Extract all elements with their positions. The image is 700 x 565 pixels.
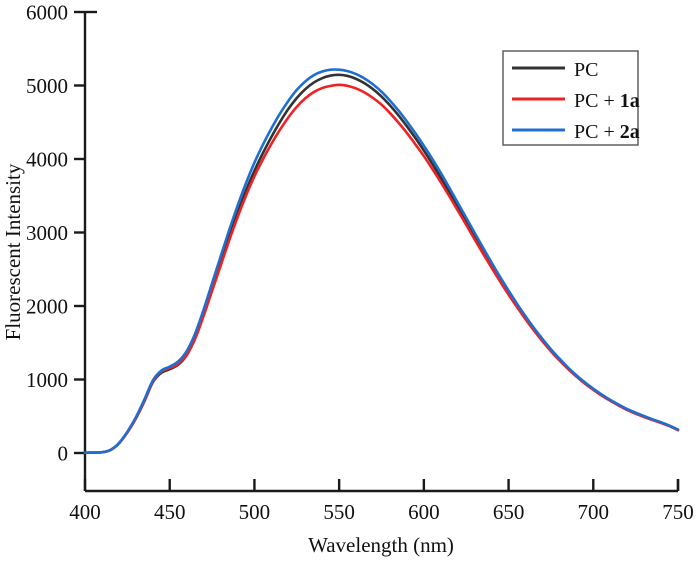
x-tick-label: 750 <box>662 500 694 524</box>
x-axis-title: Wavelength (nm) <box>308 533 454 557</box>
y-tick-label: 0 <box>58 442 69 466</box>
y-tick-label: 3000 <box>26 221 68 245</box>
data-series-group <box>83 68 680 454</box>
x-axis-tick-labels: 400 450 500 550 600 650 700 750 <box>69 500 694 524</box>
x-tick-label: 700 <box>578 500 610 524</box>
legend-label-2: PC + 1a <box>574 90 640 112</box>
series-line-pc-2a <box>83 68 680 454</box>
y-tick-label: 5000 <box>26 74 68 98</box>
y-tick-label: 6000 <box>26 1 68 25</box>
legend-label-3: PC + 2a <box>574 121 640 143</box>
legend-label-1: PC <box>574 59 598 81</box>
chart-legend: PC PC + 1a PC + 2a <box>502 50 640 146</box>
y-axis-ticks <box>74 10 85 455</box>
x-tick-label: 450 <box>154 500 186 524</box>
x-tick-label: 400 <box>69 500 101 524</box>
x-axis-ticks <box>83 479 680 491</box>
y-tick-label: 2000 <box>26 295 68 319</box>
x-tick-label: 500 <box>239 500 271 524</box>
y-axis-tick-labels: 0 1000 2000 3000 4000 5000 6000 <box>26 1 68 466</box>
x-tick-label: 650 <box>493 500 525 524</box>
y-axis-title: Fluorescent Intensity <box>1 163 25 340</box>
y-tick-label: 4000 <box>26 148 68 172</box>
x-tick-label: 600 <box>408 500 440 524</box>
legend-items: PC PC + 1a PC + 2a <box>512 59 640 143</box>
x-tick-label: 550 <box>323 500 355 524</box>
y-tick-label: 1000 <box>26 368 68 392</box>
